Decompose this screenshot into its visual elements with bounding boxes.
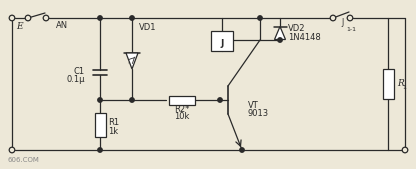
Polygon shape: [275, 27, 285, 40]
Circle shape: [9, 147, 15, 153]
Text: 9013: 9013: [248, 109, 269, 118]
Circle shape: [130, 16, 134, 20]
Bar: [169, 95, 195, 104]
Circle shape: [98, 98, 102, 102]
Circle shape: [98, 16, 102, 20]
Circle shape: [130, 98, 134, 102]
Circle shape: [347, 15, 353, 21]
Text: 1-1: 1-1: [346, 27, 356, 32]
Circle shape: [330, 15, 336, 21]
Circle shape: [240, 148, 244, 152]
Circle shape: [43, 15, 49, 21]
Circle shape: [98, 148, 102, 152]
Circle shape: [402, 147, 408, 153]
Bar: [211, 31, 233, 51]
Circle shape: [258, 16, 262, 20]
Text: VT: VT: [248, 101, 259, 110]
Text: R1: R1: [108, 118, 119, 127]
Text: VD1: VD1: [139, 23, 156, 32]
Bar: [94, 113, 106, 137]
Text: J: J: [220, 39, 224, 47]
Circle shape: [9, 15, 15, 21]
Text: 606.COM: 606.COM: [8, 157, 40, 163]
Text: 1: 1: [402, 85, 406, 90]
Text: 1k: 1k: [108, 127, 118, 136]
Circle shape: [218, 98, 222, 102]
Text: 1N4148: 1N4148: [288, 33, 321, 42]
Text: 0.1μ: 0.1μ: [67, 75, 85, 84]
Text: C1: C1: [74, 67, 85, 76]
Polygon shape: [126, 53, 138, 69]
Circle shape: [25, 15, 31, 21]
Text: E: E: [16, 22, 22, 31]
Text: J: J: [341, 18, 343, 27]
Text: VD2: VD2: [288, 24, 305, 33]
Text: R2*: R2*: [174, 105, 190, 114]
Text: R: R: [397, 79, 404, 88]
Circle shape: [278, 38, 282, 42]
Text: 10k: 10k: [174, 112, 190, 121]
Text: AN: AN: [56, 21, 68, 30]
Bar: [382, 69, 394, 99]
